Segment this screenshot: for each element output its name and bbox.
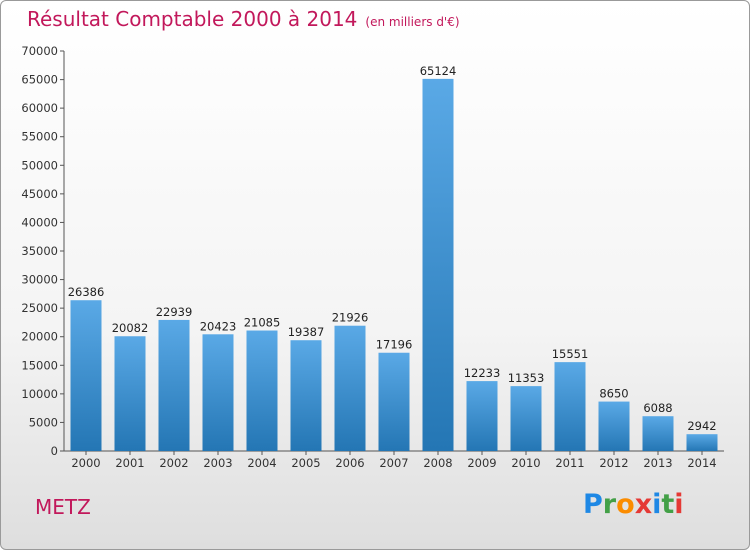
bar-2014 [686,434,718,451]
x-tick-label: 2007 [379,456,408,470]
y-tick-label: 40000 [21,215,58,229]
x-tick-label: 2010 [511,456,540,470]
bar-2009 [466,381,498,451]
logo-letter: x [634,489,653,520]
city-name: METZ [35,495,91,519]
x-tick-label: 2006 [335,456,364,470]
bar-value-label: 21926 [332,311,369,325]
bar-2012 [598,401,630,451]
bar-2006 [334,325,366,451]
proxiti-logo: Proxiti [583,489,684,520]
x-tick-label: 2013 [643,456,672,470]
y-tick-label: 45000 [21,187,58,201]
y-tick-label: 25000 [21,301,58,315]
x-tick-label: 2004 [247,456,276,470]
y-tick-label: 35000 [21,244,58,258]
logo-letter: P [583,489,603,520]
bar-value-label: 21085 [244,316,281,330]
logo-letter: r [602,489,617,520]
logo-letter: t [661,489,675,520]
bar-value-label: 12233 [464,366,501,380]
bar-2011 [554,362,586,451]
bar-value-label: 20082 [112,321,149,335]
bar-value-label: 19387 [288,325,325,339]
bar-value-label: 17196 [376,338,413,352]
logo-letter: o [616,489,635,520]
bar-2013 [642,416,674,451]
chart-title-main: Résultat Comptable 2000 à 2014 [27,7,358,31]
y-tick-label: 60000 [21,101,58,115]
y-tick-label: 20000 [21,330,58,344]
bar-value-label: 6088 [643,401,672,415]
bar-2007 [378,352,410,451]
bar-2002 [158,319,190,451]
bar-value-label: 2942 [687,419,716,433]
x-tick-label: 2002 [159,456,188,470]
x-tick-label: 2005 [291,456,320,470]
bar-2005 [290,340,322,451]
y-tick-label: 30000 [21,273,58,287]
y-tick-label: 55000 [21,130,58,144]
bar-2004 [246,330,278,451]
bar-value-label: 26386 [68,285,105,299]
bar-2010 [510,386,542,451]
x-tick-label: 2012 [599,456,628,470]
bar-value-label: 15551 [552,347,589,361]
bar-2003 [202,334,234,451]
y-tick-label: 15000 [21,358,58,372]
bar-value-label: 11353 [508,371,545,385]
y-tick-label: 50000 [21,158,58,172]
x-tick-label: 2000 [71,456,100,470]
x-tick-label: 2003 [203,456,232,470]
bar-2000 [70,300,102,451]
bar-value-label: 20423 [200,319,237,333]
bar-value-label: 65124 [420,64,457,78]
x-tick-label: 2009 [467,456,496,470]
y-tick-label: 5000 [29,415,58,429]
chart-title-unit: (en milliers d'€) [365,15,460,29]
bar-2001 [114,336,146,451]
x-tick-label: 2011 [555,456,584,470]
bar-value-label: 8650 [599,387,628,401]
chart-bars: 26386 20082 22939 20423 21085 19387 21926 17196… [68,64,718,451]
y-tick-label: 65000 [21,73,58,87]
x-tick-label: 2001 [115,456,144,470]
bar-2008 [422,78,454,451]
x-tick-label: 2008 [423,456,452,470]
logo-letter: i [652,489,662,520]
y-tick-label: 10000 [21,387,58,401]
y-tick-label: 0 [51,444,58,458]
y-tick-label: 70000 [21,44,58,58]
logo-letter: i [674,489,684,520]
bar-value-label: 22939 [156,305,193,319]
x-tick-label: 2014 [687,456,716,470]
chart-axes: 0 5000 10000 15000 20000 25000 30000 35000 40000… [21,44,724,470]
chart-title: Résultat Comptable 2000 à 2014 (en millie… [27,7,460,31]
